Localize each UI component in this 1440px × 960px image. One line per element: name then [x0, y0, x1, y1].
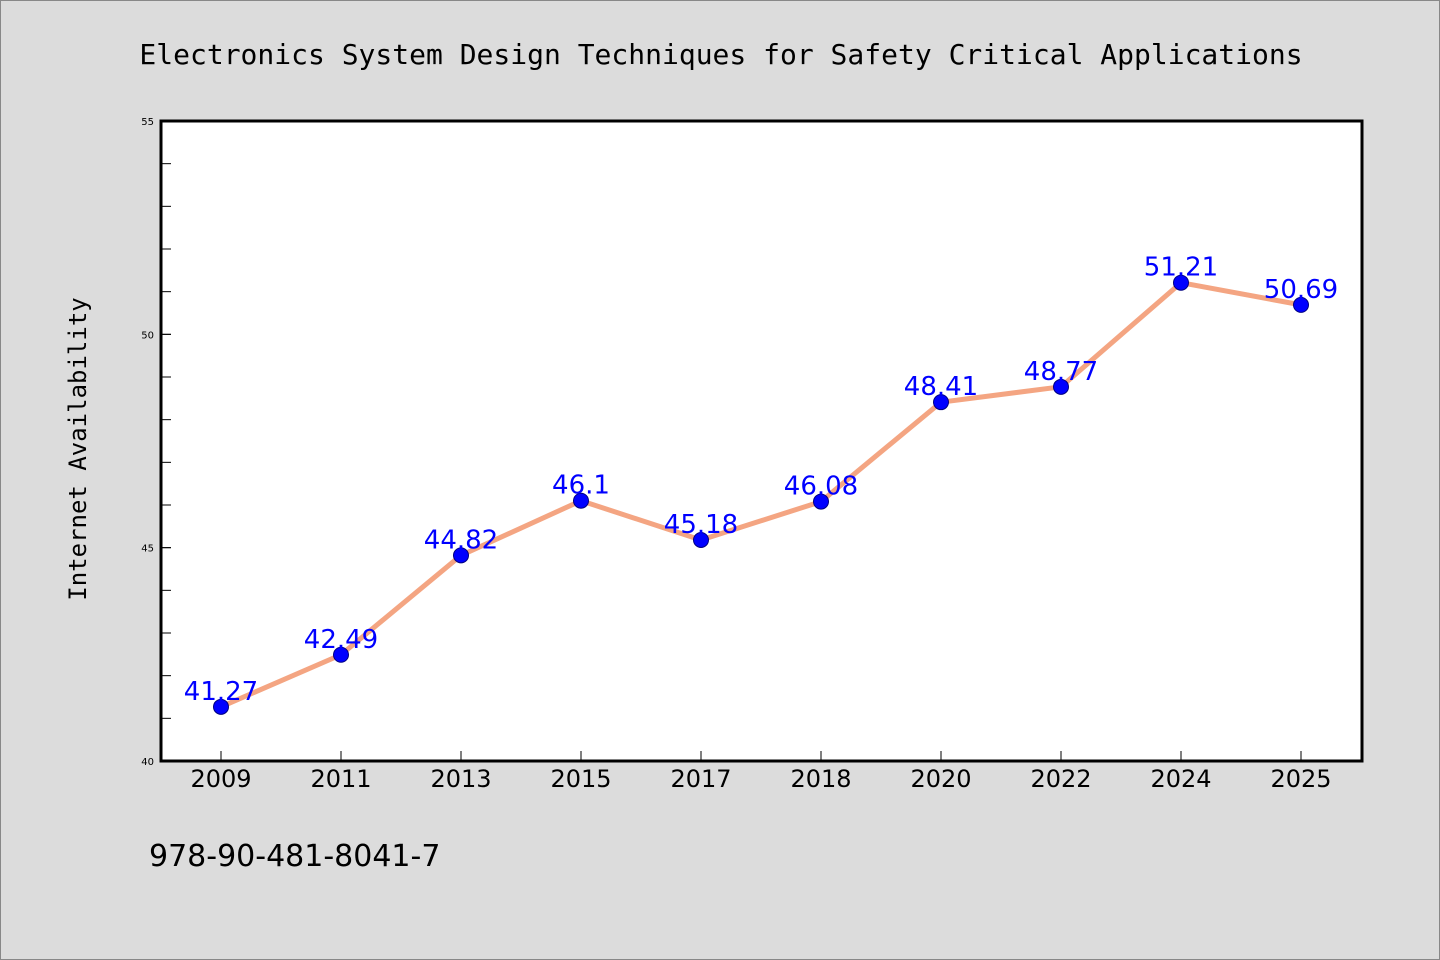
data-point — [813, 493, 829, 510]
data-point — [1293, 296, 1309, 313]
x-tick-label: 2025 — [1270, 765, 1331, 793]
x-tick-label: 2009 — [190, 765, 251, 793]
isbn-text: 978-90-481-8041-7 — [149, 839, 440, 874]
data-label: 48.77 — [1024, 357, 1098, 387]
y-tick-label: 40 — [141, 757, 154, 768]
y-axis-label: Internet Availability — [64, 297, 92, 600]
series-markers — [213, 274, 1309, 715]
y-tick-label: 55 — [141, 117, 154, 128]
x-tick-label: 2013 — [430, 765, 491, 793]
data-point — [573, 492, 589, 509]
data-point — [933, 394, 949, 411]
plot-area — [161, 121, 1362, 761]
x-tick-label: 2020 — [910, 765, 971, 793]
x-axis-ticks: 2009 2011 2013 2015 2017 2018 2020 2022 2024 2025 — [190, 751, 1332, 793]
x-tick-label: 2024 — [1150, 765, 1211, 793]
series-line — [220, 280, 1302, 710]
data-point — [453, 547, 469, 564]
data-label: 41.27 — [184, 677, 258, 707]
data-labels: 41.27 42.49 44.82 46.1 45.18 46.08 48.41 48.77 5… — [184, 253, 1338, 707]
data-point — [693, 531, 709, 548]
data-point — [1053, 378, 1069, 395]
data-point — [213, 698, 229, 715]
chart-title: Electronics System Design Techniques for… — [139, 38, 1302, 71]
data-label: 46.08 — [784, 472, 858, 502]
data-label: 50.69 — [1264, 275, 1338, 305]
x-tick-label: 2011 — [310, 765, 371, 793]
data-point — [1173, 274, 1189, 291]
x-tick-label: 2022 — [1030, 765, 1091, 793]
data-label: 46.1 — [552, 471, 610, 501]
data-point — [333, 646, 349, 663]
x-tick-label: 2018 — [790, 765, 851, 793]
x-tick-label: 2015 — [550, 765, 611, 793]
y-tick-label: 45 — [141, 544, 154, 555]
data-label: 44.82 — [424, 525, 498, 555]
y-tick-label: 50 — [141, 330, 154, 341]
data-label: 51.21 — [1144, 253, 1218, 283]
data-label: 45.18 — [664, 510, 738, 540]
x-tick-label: 2017 — [670, 765, 731, 793]
plot-frame — [159, 119, 1364, 763]
data-label: 48.41 — [904, 372, 978, 402]
data-label: 42.49 — [304, 625, 378, 655]
